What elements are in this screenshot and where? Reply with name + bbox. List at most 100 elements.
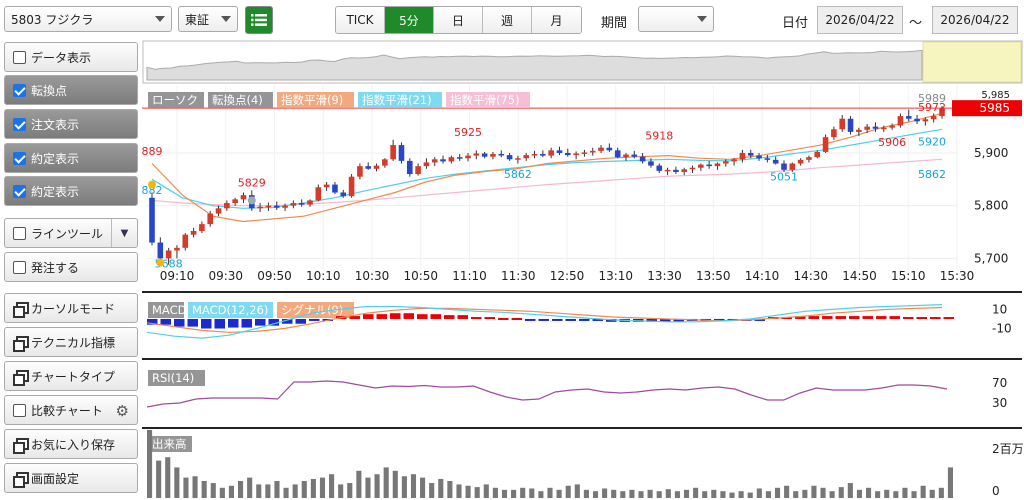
signal-line	[146, 306, 943, 333]
candle	[739, 152, 746, 160]
volume-y-tick: 0	[992, 484, 1000, 498]
candle	[199, 224, 205, 231]
window-icon[interactable]	[13, 301, 29, 318]
candle	[772, 159, 779, 164]
macd-histogram-bar	[538, 318, 549, 321]
volume-bar	[865, 487, 872, 498]
checkbox[interactable]	[13, 83, 26, 97]
gear-icon[interactable]: ⚙	[115, 402, 129, 420]
candle	[481, 153, 488, 157]
macd-histogram-bar	[903, 317, 914, 320]
checkbox[interactable]	[13, 151, 26, 165]
tab-timeframe[interactable]: 週	[483, 7, 532, 33]
volume-bar	[492, 487, 498, 498]
legend-label: 指数平滑(75)	[450, 93, 520, 107]
candle	[589, 150, 596, 153]
sidebar-item[interactable]: 転換点	[4, 75, 138, 105]
sidebar-item[interactable]: データ表示	[4, 42, 138, 72]
volume-bar	[720, 491, 726, 498]
volume-bar	[438, 478, 444, 498]
macd-histogram-bar	[403, 313, 414, 319]
macd-histogram-bar	[930, 317, 941, 320]
checkbox[interactable]	[13, 50, 26, 64]
symbol-select[interactable]: 5803 フジクラ	[4, 6, 172, 32]
candle	[806, 157, 812, 160]
sidebar-item-label: 約定表示	[31, 184, 80, 199]
legend-badge	[148, 370, 205, 386]
legend-badge	[277, 302, 354, 318]
window-icon[interactable]	[13, 335, 29, 352]
volume-bar	[856, 489, 862, 498]
volume-bar	[192, 476, 198, 498]
chevron-down-icon[interactable]: ▼	[111, 219, 137, 247]
sidebar-item[interactable]: ラインツール ▼	[4, 218, 138, 248]
candle	[357, 166, 363, 177]
volume-bar	[556, 489, 562, 498]
sidebar-item[interactable]: テクニカル指標	[4, 327, 138, 357]
volume-bar	[265, 484, 271, 498]
x-tick-label: 11:30	[501, 269, 536, 283]
period-select[interactable]	[638, 6, 714, 32]
checkbox[interactable]	[13, 260, 26, 274]
candle	[614, 150, 621, 158]
candle	[515, 158, 521, 160]
checkbox[interactable]	[13, 184, 26, 198]
pivot-label: 882	[142, 184, 163, 197]
sidebar-item[interactable]: お気に入り保存	[4, 429, 138, 459]
legend-badge	[188, 302, 273, 318]
volume-bar	[156, 460, 162, 498]
window-icon[interactable]	[13, 437, 29, 454]
volume-bar	[520, 487, 526, 498]
sidebar-item[interactable]: 約定表示	[4, 143, 138, 173]
window-icon[interactable]	[13, 369, 29, 386]
date-to-field[interactable]: 2026/04/22	[932, 6, 1018, 34]
indicator-list-button[interactable]	[245, 6, 273, 34]
legend-label: MACD	[152, 303, 187, 317]
chevron-down-icon	[697, 16, 707, 22]
candle	[273, 205, 280, 208]
sidebar-item[interactable]: 画面設定	[4, 463, 138, 493]
volume-bar	[219, 487, 225, 498]
market-select[interactable]: 東証	[178, 6, 238, 32]
sidebar-item[interactable]: カーソルモード	[4, 293, 138, 323]
y-tick-label: 5,900	[974, 146, 1008, 160]
market-value: 東証	[185, 12, 210, 27]
checkbox[interactable]	[13, 403, 26, 417]
volume-bar	[729, 492, 735, 498]
rsi-y-tick: 70	[992, 376, 1007, 390]
checkbox[interactable]	[13, 226, 26, 240]
candle	[914, 118, 920, 122]
candle	[506, 155, 513, 160]
execution-marker	[148, 180, 156, 189]
y-tick-label: 5,800	[974, 199, 1008, 213]
sidebar-item[interactable]: 発注する	[4, 252, 138, 282]
sidebar-item[interactable]: 約定表示	[4, 176, 138, 206]
volume-bar	[829, 491, 835, 498]
volume-bar	[401, 476, 407, 498]
tab-timeframe[interactable]: 日	[434, 7, 483, 33]
tab-timeframe[interactable]: 月	[532, 7, 581, 33]
checkbox[interactable]	[13, 117, 26, 131]
chart-area[interactable]: 5,700 5,800 5,900 09:10 09:30 09:50 10:10 10:30…	[142, 40, 1024, 500]
candle	[165, 250, 172, 259]
macd-histogram-bar	[862, 316, 873, 319]
sidebar-item-label: チャートタイプ	[31, 369, 115, 384]
macd-histogram-bar	[268, 318, 279, 326]
tab-timeframe[interactable]: TICK	[336, 7, 385, 33]
candle	[456, 157, 463, 159]
sidebar-item[interactable]: チャートタイプ	[4, 361, 138, 391]
candle	[340, 192, 347, 197]
tab-timeframe[interactable]: 5分	[385, 7, 434, 33]
x-tick-label: 13:10	[598, 269, 633, 283]
sidebar-item[interactable]: 比較チャート ⚙	[4, 395, 138, 425]
macd-histogram-bar	[228, 318, 239, 328]
candle	[215, 208, 222, 214]
volume-bar	[747, 492, 753, 498]
sidebar-item[interactable]: 注文表示	[4, 109, 138, 139]
date-from-field[interactable]: 2026/04/22	[817, 6, 903, 34]
window-icon[interactable]	[13, 471, 29, 488]
volume-bar	[711, 489, 717, 498]
macd-histogram-bar	[214, 318, 225, 329]
volume-bar	[802, 489, 808, 498]
volume-bar	[920, 485, 926, 498]
